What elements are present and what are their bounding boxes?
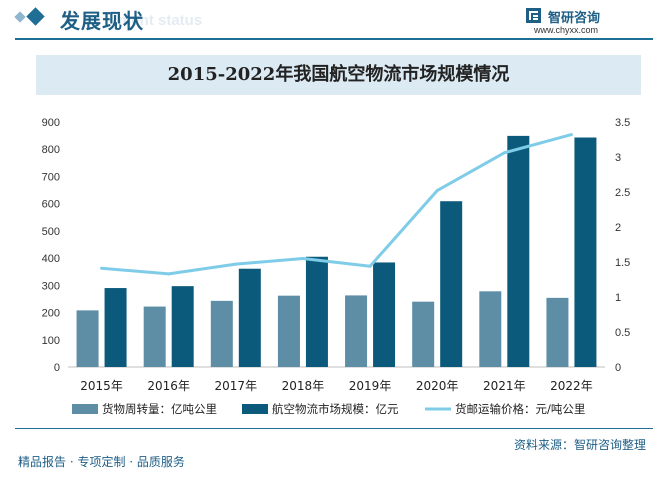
market-size-bar [574, 137, 597, 367]
market-size-bar [305, 256, 328, 367]
category-label: 2019年 [349, 379, 392, 393]
footer-band [0, 450, 668, 477]
price-point [167, 272, 171, 276]
footer-divider [15, 428, 653, 429]
brand-name: 智研咨询 [548, 11, 601, 26]
price-point [502, 151, 506, 155]
left-tick-label: 600 [42, 199, 60, 211]
legend-swatch-market [242, 404, 268, 414]
right-tick-label: 1 [615, 292, 621, 304]
legend-label-turnover: 货物周转量：亿吨公里 [102, 402, 217, 416]
category-label: 2021年 [483, 379, 526, 393]
right-axis-ticks: 0 0.5 1 1.5 2 2.5 3 3.5 [615, 117, 630, 374]
right-tick-label: 0 [615, 362, 621, 374]
left-tick-label: 800 [42, 144, 60, 156]
price-point [435, 189, 439, 193]
slogan: 精品报告 · 专项定制 · 品质服务 [18, 455, 185, 469]
market-size-bar [171, 286, 194, 367]
market-size-bar [440, 201, 463, 367]
turnover-bar [479, 291, 502, 367]
left-tick-label: 500 [42, 226, 60, 238]
turnover-bar [210, 300, 233, 367]
legend-label-market: 航空物流市场规模：亿元 [272, 402, 399, 416]
header-divider [15, 38, 653, 40]
chart-title: 2015-2022年我国航空物流市场规模情况 [167, 64, 510, 85]
legend-swatch-turnover [72, 404, 98, 414]
right-tick-label: 2 [615, 222, 621, 234]
turnover-bar [412, 301, 435, 367]
legend: 货物周转量：亿吨公里 航空物流市场规模：亿元 货邮运输价格：元/吨公里 [72, 402, 585, 416]
section-title: 发展现状 [60, 9, 144, 33]
turnover-bar [546, 297, 569, 367]
category-label: 2017年 [215, 379, 258, 393]
price-point [234, 262, 238, 266]
right-tick-label: 3.5 [615, 117, 630, 129]
right-tick-label: 3 [615, 152, 621, 164]
left-tick-label: 900 [42, 117, 60, 129]
section-title-watermark: ment status [118, 12, 203, 29]
price-line [100, 133, 573, 276]
price-point [301, 257, 305, 260]
turnover-bar [277, 295, 300, 367]
right-tick-label: 0.5 [615, 327, 630, 339]
legend-label-price: 货邮运输价格：元/吨公里 [455, 402, 585, 416]
turnover-bar [143, 306, 166, 367]
left-tick-label: 400 [42, 253, 60, 265]
chart: 0 100 200 300 400 500 600 700 800 900 0 0.5 1 1.5 2 2.… [42, 117, 631, 416]
category-label: 2022年 [550, 379, 593, 393]
diamond-icon [26, 7, 45, 26]
market-size-bar [507, 135, 530, 367]
category-label: 2018年 [282, 379, 325, 393]
turnover-bar [76, 310, 99, 367]
left-tick-label: 700 [42, 171, 60, 183]
market-size-bar [238, 268, 261, 367]
bars [76, 135, 597, 367]
left-tick-label: 200 [42, 308, 60, 320]
header: ment status 发展现状 智研咨询 www.chyxx.com [0, 0, 668, 40]
brand-logo-icon [526, 8, 541, 23]
category-label: 2015年 [80, 379, 123, 393]
category-label: 2016年 [147, 379, 190, 393]
left-tick-label: 100 [42, 335, 60, 347]
market-size-bar [373, 262, 396, 367]
diamond-small-icon [14, 11, 26, 23]
category-labels: 2015年 2016年 2017年 2018年 2019年 2020年 2021年 2022年 [80, 379, 592, 393]
market-size-bar [104, 288, 127, 367]
brand[interactable]: 智研咨询 www.chyxx.com [526, 6, 646, 36]
left-axis-ticks: 0 100 200 300 400 500 600 700 800 900 [42, 117, 60, 374]
price-point [368, 264, 372, 268]
brand-url[interactable]: www.chyxx.com [534, 25, 599, 35]
left-tick-label: 300 [42, 280, 60, 292]
chart-title-band: 2015-2022年我国航空物流市场规模情况 [36, 55, 641, 95]
price-line-path [101, 133, 572, 276]
source-note: 资料来源：智研咨询整理 [513, 438, 646, 452]
turnover-bar [345, 295, 368, 367]
right-tick-label: 2.5 [615, 187, 630, 199]
price-point [569, 133, 573, 137]
price-point [100, 266, 104, 270]
category-label: 2020年 [416, 379, 459, 393]
left-tick-label: 0 [54, 362, 60, 374]
right-tick-label: 1.5 [615, 257, 630, 269]
